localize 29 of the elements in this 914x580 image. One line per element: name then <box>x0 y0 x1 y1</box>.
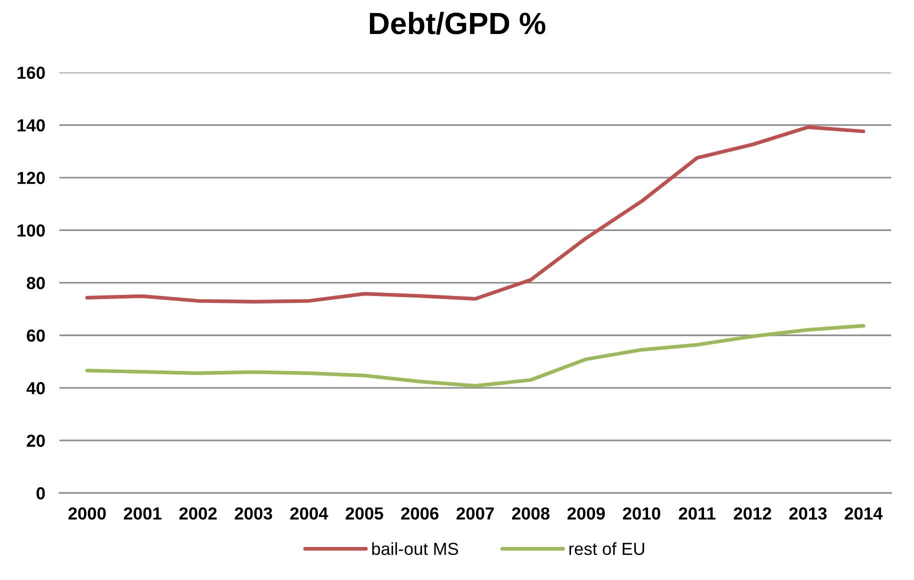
x-tick-label: 2009 <box>567 507 605 520</box>
chart-title: Debt/GPD % <box>370 12 546 35</box>
y-tick-label: 160 <box>18 66 45 79</box>
x-tick-label: 2004 <box>290 507 328 520</box>
x-tick-label: 2010 <box>622 507 660 520</box>
line-series <box>85 324 866 388</box>
x-tick-label: 2001 <box>124 507 162 520</box>
x-tick-label: 2005 <box>346 507 384 520</box>
x-tick-label: 2000 <box>68 507 106 520</box>
x-tick-label: 2002 <box>179 507 217 520</box>
y-tick-label: 80 <box>26 276 45 290</box>
legend-label: bail-out MS <box>372 542 458 556</box>
y-tick-label: 60 <box>26 329 45 342</box>
x-tick-label: 2012 <box>734 507 772 520</box>
y-tick-label: 20 <box>26 434 45 447</box>
line-series <box>85 125 866 304</box>
x-tick-label: 2013 <box>789 507 827 520</box>
x-tick-label: 2003 <box>234 507 272 520</box>
y-tick-label: 100 <box>18 224 45 237</box>
y-tick-label: 140 <box>18 119 45 132</box>
x-tick-label: 2006 <box>401 507 439 520</box>
y-tick-label: 40 <box>26 382 45 394</box>
x-tick-label: 2007 <box>456 507 494 520</box>
x-tick-label: 2008 <box>512 507 550 520</box>
y-tick-label: 0 <box>36 487 45 500</box>
x-tick-label: 2014 <box>844 507 883 520</box>
y-tick-label: 120 <box>18 172 45 184</box>
x-tick-label: 2011 <box>678 507 716 520</box>
legend-label: rest of EU <box>569 542 644 556</box>
